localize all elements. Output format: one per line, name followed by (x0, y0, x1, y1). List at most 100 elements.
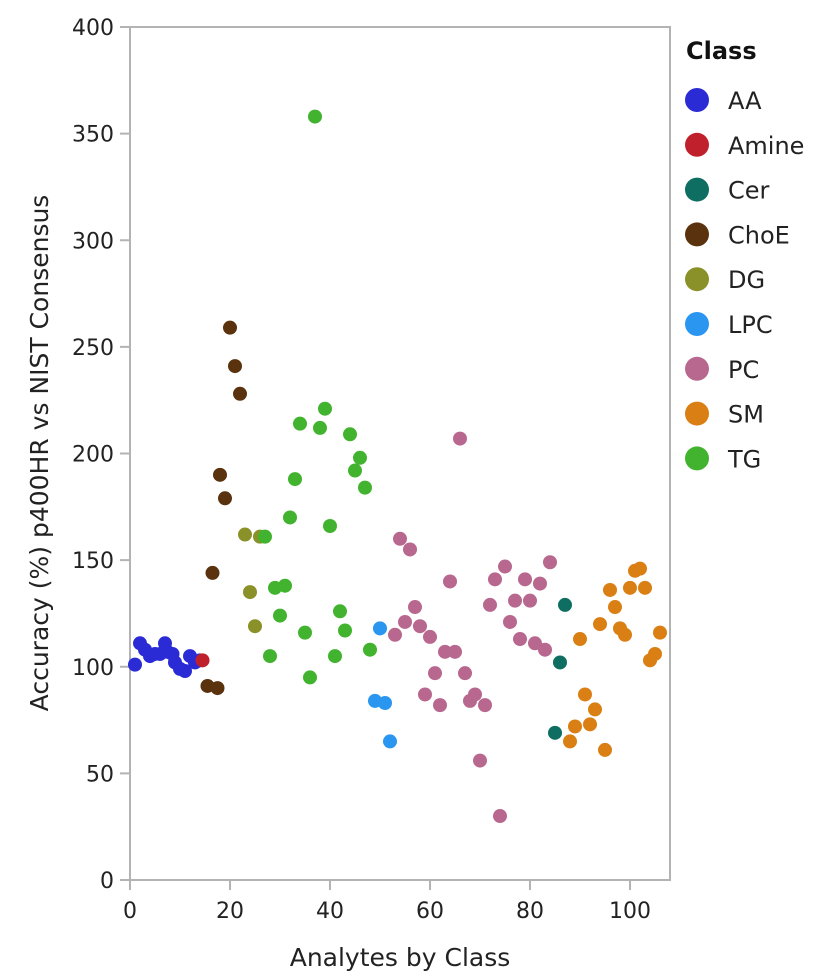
data-point-pc (443, 574, 457, 589)
legend-marker-aa (685, 88, 709, 112)
data-point-pc (423, 629, 437, 644)
data-point-sm (623, 580, 637, 595)
legend-label-choe: ChoE (728, 221, 790, 249)
data-point-tg (263, 649, 277, 664)
data-point-tg (353, 450, 367, 465)
data-point-choe (228, 359, 242, 374)
data-point-sm (598, 742, 612, 757)
data-point-pc (483, 597, 497, 612)
data-point-choe (223, 320, 237, 335)
data-point-cer (558, 597, 572, 612)
data-point-tg (358, 480, 372, 495)
data-point-tg (348, 463, 362, 478)
legend-marker-tg (685, 446, 709, 471)
legend-marker-dg (685, 267, 709, 292)
data-point-pc (428, 666, 442, 681)
legend-label-amine: Amine (728, 132, 804, 160)
y-tick-label: 200 (72, 443, 114, 468)
data-point-pc (388, 627, 402, 642)
y-tick-label: 300 (72, 229, 114, 254)
data-point-choe (210, 681, 225, 696)
data-point-aa (178, 664, 192, 679)
data-point-tg (288, 472, 302, 487)
data-point-cer (548, 725, 562, 740)
legend-marker-pc (685, 356, 709, 381)
data-point-pc (458, 666, 472, 681)
x-tick-label: 40 (316, 899, 344, 924)
data-point-tg (293, 416, 307, 431)
data-point-cer (553, 655, 567, 670)
data-point-pc (503, 614, 517, 629)
y-axis: 0 50 100 150 200 250 300 350 400 (72, 16, 130, 894)
data-point-pc (408, 600, 422, 615)
x-tick-label: 80 (516, 899, 544, 924)
data-point-tg (328, 649, 342, 664)
data-point-tg (278, 578, 292, 593)
data-point-pc (513, 632, 527, 647)
data-point-sm (588, 702, 602, 717)
data-point-pc (478, 698, 492, 713)
data-point-choe (233, 386, 247, 401)
data-point-tg (273, 608, 287, 623)
data-point-aa (128, 657, 142, 672)
data-point-choe (205, 565, 220, 580)
x-axis-title: Analytes by Class (290, 943, 511, 972)
data-point-pc (488, 572, 502, 587)
data-point-tg (308, 109, 322, 124)
legend-marker-sm (685, 401, 709, 426)
data-point-tg (283, 510, 297, 525)
data-point-pc (403, 542, 417, 557)
data-point-lpc (373, 621, 387, 636)
data-point-tg (333, 604, 347, 619)
y-axis-title: Accuracy (%) p400HR vs NIST Consensus (25, 195, 54, 712)
data-point-pc (418, 687, 432, 702)
data-point-sm (638, 580, 652, 595)
legend-label-aa: AA (728, 87, 762, 115)
data-point-pc (398, 614, 412, 629)
legend-label-cer: Cer (728, 177, 770, 205)
legend: Class AA Amine Cer ChoE DG LPC PC SM TG (685, 37, 804, 473)
data-point-tg (298, 625, 312, 640)
y-tick-label: 150 (72, 549, 114, 574)
legend-marker-lpc (685, 312, 709, 336)
data-point-sm (568, 719, 582, 734)
legend-label-tg: TG (727, 445, 761, 473)
legend-label-sm: SM (728, 401, 764, 429)
y-tick-label: 250 (72, 336, 114, 361)
data-point-pc (493, 809, 507, 824)
x-tick-label: 100 (609, 899, 651, 924)
data-point-pc (508, 593, 522, 608)
data-point-pc (543, 555, 557, 570)
data-point-choe (218, 491, 232, 506)
data-points (128, 109, 667, 824)
data-point-sm (578, 687, 592, 702)
y-tick-label: 350 (72, 123, 114, 148)
legend-label-dg: DG (728, 266, 765, 294)
data-point-pc (393, 531, 407, 546)
data-point-pc (533, 576, 547, 591)
data-point-tg (323, 519, 337, 534)
data-point-sm (618, 627, 632, 642)
data-point-pc (413, 619, 427, 634)
data-point-tg (318, 401, 332, 416)
data-point-pc (468, 687, 482, 702)
data-point-pc (523, 593, 537, 608)
data-point-tg (258, 529, 272, 544)
data-point-tg (343, 427, 357, 442)
y-tick-label: 400 (72, 16, 114, 41)
legend-marker-amine (685, 132, 709, 157)
plot-frame (129, 26, 671, 881)
data-point-pc (438, 644, 452, 659)
data-point-sm (633, 561, 647, 576)
data-point-sm (653, 625, 667, 640)
data-point-sm (608, 600, 622, 615)
data-point-pc (473, 753, 487, 768)
data-point-sm (573, 632, 587, 647)
x-tick-label: 60 (416, 899, 444, 924)
y-tick-label: 50 (86, 762, 114, 787)
data-point-dg (243, 585, 257, 600)
data-point-sm (583, 717, 597, 732)
x-axis: 0 20 40 60 80 100 (123, 880, 651, 924)
data-point-tg (313, 420, 327, 435)
